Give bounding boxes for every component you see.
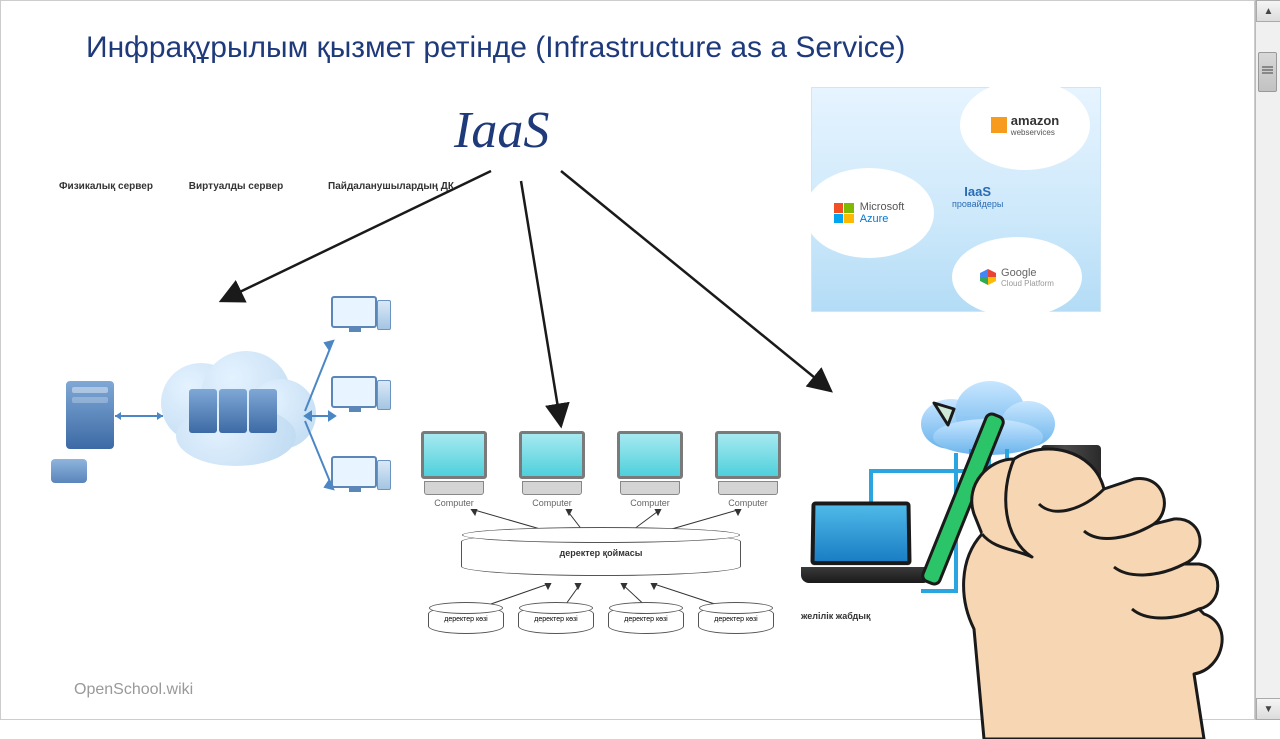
router-icon <box>51 459 87 483</box>
scroll-down-button[interactable]: ▼ <box>1256 698 1280 720</box>
aws-icon <box>991 117 1007 133</box>
left-section-labels: Физикалық сервер Виртуалды сервер Пайдал… <box>51 181 471 192</box>
data-source-icon: деректер көзі <box>518 606 594 634</box>
pc-icon <box>331 296 389 338</box>
computer-icon: Computer <box>708 431 788 508</box>
data-source-icon: деректер көзі <box>608 606 684 634</box>
server-virtualization-diagram <box>51 341 451 541</box>
data-warehouse-icon: деректер қоймасы <box>461 532 741 576</box>
cloud-icon <box>161 351 311 461</box>
scroll-thumb[interactable] <box>1258 52 1277 92</box>
google-icon <box>980 269 996 285</box>
computer-icon: Computer <box>512 431 592 508</box>
data-source-icon: деректер көзі <box>428 606 504 634</box>
data-source-icon: деректер көзі <box>698 606 774 634</box>
label-users-pc: Пайдаланушылардың ДК <box>311 181 471 192</box>
user-pc-stack <box>331 296 389 536</box>
label-virtual: Виртуалды сервер <box>161 181 311 192</box>
computer-icon: Computer <box>610 431 690 508</box>
virtual-servers-icon <box>189 389 277 433</box>
azure-provider: Microsoft Azure <box>804 168 934 258</box>
page-title: Инфрақұрылым қызмет ретінде (Infrastruct… <box>86 31 905 65</box>
whiteboard-page: Инфрақұрылым қызмет ретінде (Infrastruct… <box>0 0 1255 720</box>
scroll-track[interactable] <box>1256 22 1280 698</box>
label-physical: Физикалық сервер <box>51 181 161 192</box>
computer-icon: Computer <box>414 431 494 508</box>
gcp-provider: Google Cloud Platform <box>952 237 1082 317</box>
pc-icon <box>331 456 389 498</box>
physical-server-icon <box>66 381 114 449</box>
vertical-scrollbar[interactable]: ▲ ▼ <box>1255 0 1280 720</box>
providers-panel: amazon webservices Microsoft Azure Googl… <box>811 87 1101 312</box>
computer-row: Computer Computer Computer Computer <box>401 431 801 508</box>
drawing-hand-icon <box>904 399 1264 739</box>
footer-credit: OpenSchool.wiki <box>74 681 193 699</box>
pc-icon <box>331 376 389 418</box>
microsoft-icon <box>834 203 854 223</box>
aws-provider: amazon webservices <box>960 80 1090 170</box>
data-warehouse-diagram: Computer Computer Computer Computer дере… <box>401 431 801 681</box>
providers-center-label: IaaS провайдеры <box>952 184 1003 209</box>
network-label: желілік жабдық <box>801 611 870 621</box>
iaas-heading: IaaS <box>454 101 549 160</box>
scroll-up-button[interactable]: ▲ <box>1256 0 1280 22</box>
